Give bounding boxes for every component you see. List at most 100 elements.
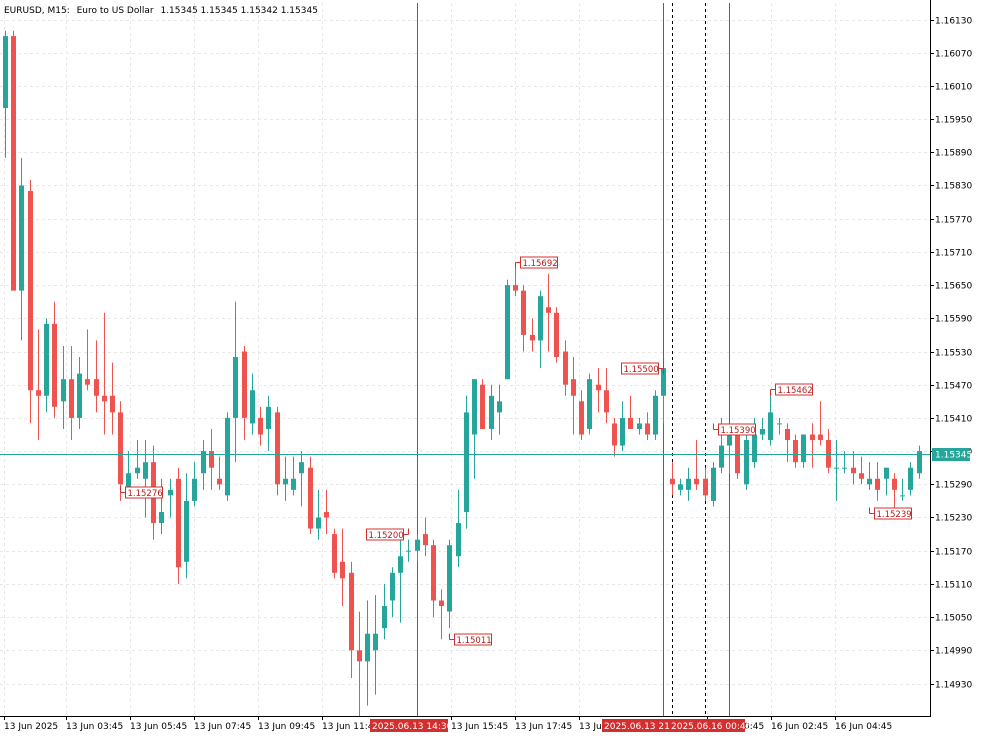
candle-bull bbox=[168, 489, 173, 496]
candle-bear bbox=[826, 440, 831, 468]
price-axis-label: 1.15530 bbox=[935, 349, 972, 359]
candle-bull bbox=[373, 633, 378, 651]
candle-bear bbox=[735, 428, 740, 474]
candle-bear bbox=[546, 307, 551, 313]
time-axis-label: 13 Jun 15:45 bbox=[451, 722, 508, 732]
price-label-text: 1.15200 bbox=[369, 531, 404, 541]
candle-bull bbox=[415, 539, 420, 551]
candle-bear bbox=[176, 478, 181, 568]
candle-bull bbox=[538, 296, 543, 341]
price-axis-label: 1.15170 bbox=[935, 548, 972, 558]
candle-bull bbox=[719, 445, 724, 468]
candle-bear bbox=[102, 395, 107, 402]
candle-bull bbox=[390, 572, 395, 601]
price-label-box bbox=[125, 486, 163, 499]
candle-bull bbox=[834, 467, 839, 469]
price-axis-label: 1.14990 bbox=[935, 647, 972, 657]
price-axis-label: 1.15230 bbox=[935, 514, 972, 524]
time-axis-label: 13 Jun 11:45 bbox=[322, 722, 379, 732]
time-axis-label: 16 Jun 02:45 bbox=[771, 722, 828, 732]
price-label-text: 1.15462 bbox=[778, 386, 813, 396]
time-axis-label: 13 Jun 09:45 bbox=[258, 722, 315, 732]
candle-bull bbox=[135, 467, 140, 474]
time-axis-label: 13 Jun 17:45 bbox=[515, 722, 572, 732]
candle-bull bbox=[867, 478, 872, 485]
price-labels: 1.15276 1.15692 1.15200 1.15011 1.15500 1.153… bbox=[120, 256, 912, 646]
price-label-text: 1.15011 bbox=[457, 636, 492, 646]
candle-bull bbox=[283, 478, 288, 485]
price-axis-label: 1.15890 bbox=[935, 149, 972, 159]
candle-bull bbox=[505, 285, 510, 380]
candle-bull bbox=[365, 633, 370, 662]
time-highlight-label: 2025.06.13 14:30 bbox=[372, 722, 453, 732]
candle-bear bbox=[859, 473, 864, 479]
candle-bull bbox=[382, 606, 387, 629]
price-axis-label: 1.16010 bbox=[935, 83, 972, 93]
candle-bull bbox=[456, 523, 461, 557]
candle-bull bbox=[637, 423, 642, 429]
candle-bull bbox=[900, 495, 905, 497]
candle-bear bbox=[431, 545, 436, 601]
candle-bull bbox=[3, 36, 8, 109]
candle-bull bbox=[250, 390, 255, 424]
candle-bear bbox=[818, 434, 823, 441]
candle-bull bbox=[727, 428, 732, 446]
price-axis-label: 1.15050 bbox=[935, 614, 972, 624]
candle-bull bbox=[777, 423, 782, 425]
candle-bear bbox=[645, 423, 650, 435]
price-axis-label: 1.16070 bbox=[935, 50, 972, 60]
price-label-box bbox=[621, 362, 659, 375]
candle-bull bbox=[44, 323, 49, 396]
candle-bull bbox=[126, 473, 131, 490]
candle-bear bbox=[628, 417, 633, 429]
candle-bull bbox=[686, 478, 691, 490]
candle-bull bbox=[398, 556, 403, 573]
candle-bear bbox=[439, 600, 444, 607]
candle-bear bbox=[694, 478, 699, 485]
time-axis-label: 16 Jun 04:45 bbox=[835, 722, 892, 732]
candle-bull bbox=[447, 545, 452, 612]
symbol-timeframe: EURUSD, M15: bbox=[4, 6, 70, 16]
current-price-label: 1.15345 bbox=[935, 451, 972, 461]
price-axis-label: 1.15770 bbox=[935, 216, 972, 226]
candles bbox=[3, 30, 922, 717]
symbol-description: Euro to US Dollar bbox=[77, 6, 154, 16]
price-label-text: 1.15390 bbox=[721, 426, 756, 436]
price-label-box bbox=[366, 528, 404, 541]
time-highlight-bg bbox=[602, 719, 670, 732]
candle-bull bbox=[233, 357, 238, 418]
candle-bull bbox=[143, 462, 148, 479]
candle-bull bbox=[801, 434, 806, 463]
candle-bear bbox=[579, 401, 584, 435]
candle-bull bbox=[917, 451, 922, 474]
candle-bear bbox=[258, 417, 263, 435]
candle-bear bbox=[513, 285, 518, 291]
price-axis-label: 1.15830 bbox=[935, 182, 972, 192]
price-axis-label: 1.15470 bbox=[935, 382, 972, 392]
price-label-box bbox=[874, 507, 912, 520]
time-axis[interactable]: 13 Jun 2025 13 Jun 03:45 13 Jun 05:45 13 Ju… bbox=[4, 716, 892, 732]
candle-bull bbox=[744, 440, 749, 485]
candle-bear bbox=[340, 561, 345, 579]
time-highlight-bg bbox=[669, 719, 745, 732]
candle-bull bbox=[587, 379, 592, 429]
price-axis[interactable]: 1.16130 1.16070 1.16010 1.15950 1.15890 1.158… bbox=[930, 17, 972, 691]
candle-bear bbox=[670, 478, 675, 485]
candle-bull bbox=[299, 462, 304, 474]
time-axis-label: 13 Jun 05:45 bbox=[130, 722, 187, 732]
price-axis-label: 1.15290 bbox=[935, 481, 972, 491]
ohlc-values: 1.15345 1.15345 1.15342 1.15345 bbox=[160, 6, 317, 16]
time-highlight-label: 2025.06.16 00:45 bbox=[671, 722, 751, 732]
price-axis-label: 1.15110 bbox=[935, 581, 972, 591]
candle-bear bbox=[324, 511, 329, 518]
price-axis-label: 1.16130 bbox=[935, 17, 972, 27]
candle-bear bbox=[563, 351, 568, 385]
candle-bear bbox=[94, 379, 99, 396]
candle-bear bbox=[118, 412, 123, 485]
candle-bull bbox=[406, 550, 411, 552]
price-axis-label: 1.14930 bbox=[935, 681, 972, 691]
candle-bull bbox=[653, 395, 658, 435]
candle-bear bbox=[703, 478, 708, 496]
